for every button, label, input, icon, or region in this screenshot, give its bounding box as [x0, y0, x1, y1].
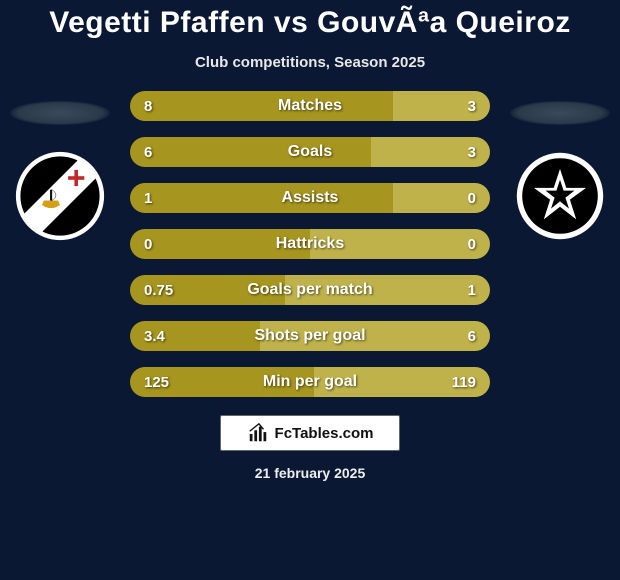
branding-text: FcTables.com [275, 425, 374, 442]
stat-value-right: 0 [468, 183, 476, 213]
left-team-badge [15, 151, 105, 241]
branding-badge: FcTables.com [220, 415, 400, 451]
stat-value-left: 3.4 [144, 321, 165, 351]
stat-row: 0.751Goals per match [130, 275, 490, 305]
subtitle: Club competitions, Season 2025 [195, 54, 425, 71]
stat-bar-left [130, 137, 371, 167]
stat-row: 3.46Shots per goal [130, 321, 490, 351]
right-team-badge [515, 151, 605, 241]
player-silhouette-shadow [10, 101, 110, 125]
stat-value-left: 0.75 [144, 275, 173, 305]
botafogo-crest-icon [515, 151, 605, 241]
stat-bar-right [285, 275, 490, 305]
stat-value-left: 125 [144, 367, 169, 397]
date-text: 21 february 2025 [255, 465, 366, 481]
stat-bar-right [310, 229, 490, 259]
left-player-column [0, 91, 120, 241]
stat-value-right: 3 [468, 91, 476, 121]
stat-bar-right [260, 321, 490, 351]
stat-value-left: 8 [144, 91, 152, 121]
chart-icon [247, 422, 269, 444]
stat-value-left: 0 [144, 229, 152, 259]
vasco-crest-icon [15, 151, 105, 241]
right-player-column [500, 91, 620, 241]
stats-bars: 83Matches63Goals10Assists00Hattricks0.75… [120, 91, 500, 397]
stat-row: 125119Min per goal [130, 367, 490, 397]
comparison-panel: 83Matches63Goals10Assists00Hattricks0.75… [0, 91, 620, 397]
stat-row: 83Matches [130, 91, 490, 121]
stat-value-right: 1 [468, 275, 476, 305]
page-title: Vegetti Pfaffen vs GouvÃªa Queiroz [49, 6, 571, 40]
player-silhouette-shadow [510, 101, 610, 125]
stat-row: 10Assists [130, 183, 490, 213]
stat-row: 00Hattricks [130, 229, 490, 259]
stat-value-left: 6 [144, 137, 152, 167]
stat-bar-left [130, 91, 393, 121]
stat-value-right: 119 [452, 367, 476, 397]
stat-bar-left [130, 229, 310, 259]
stat-value-right: 0 [468, 229, 476, 259]
stat-value-right: 6 [468, 321, 476, 351]
stat-value-left: 1 [144, 183, 152, 213]
stat-bar-left [130, 183, 393, 213]
stat-row: 63Goals [130, 137, 490, 167]
stat-value-right: 3 [468, 137, 476, 167]
